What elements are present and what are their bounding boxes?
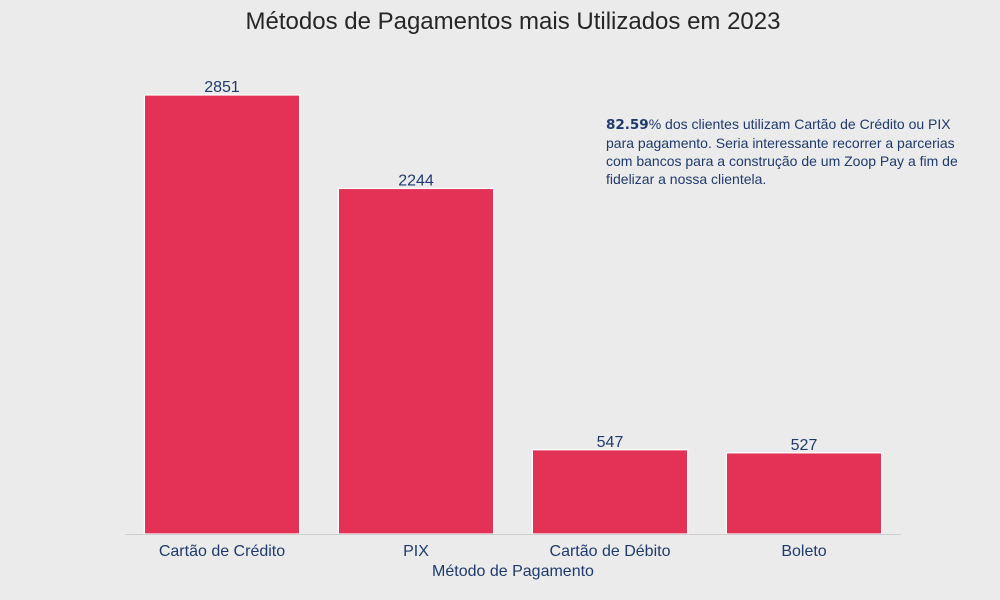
annotation-highlight: 82.59: [606, 117, 649, 133]
bar-value-label: 527: [791, 437, 818, 454]
bar: [143, 94, 301, 535]
bars-group: [143, 94, 883, 535]
bar-value-label: 2851: [204, 79, 240, 96]
x-tick-label: Boleto: [781, 543, 826, 560]
bar-value-label: 2244: [398, 172, 434, 189]
bar: [531, 449, 689, 535]
annotation-text: % dos clientes utilizam Cartão de Crédit…: [606, 116, 958, 187]
chart-title: Métodos de Pagamentos mais Utilizados em…: [245, 8, 781, 35]
bar: [725, 452, 883, 535]
x-axis-label: Método de Pagamento: [432, 563, 594, 580]
bar-value-label: 547: [597, 434, 624, 451]
x-tick-label: PIX: [403, 543, 429, 560]
bar: [337, 187, 495, 535]
value-labels-group: 2851 2244 547 527: [204, 79, 817, 454]
x-tick-label: Cartão de Débito: [550, 543, 671, 560]
x-tick-labels-group: Cartão de Crédito PIX Cartão de Débito Bole…: [159, 543, 827, 560]
annotation-box: 82.59% dos clientes utilizam Cartão de C…: [606, 115, 976, 188]
x-tick-label: Cartão de Crédito: [159, 543, 285, 560]
